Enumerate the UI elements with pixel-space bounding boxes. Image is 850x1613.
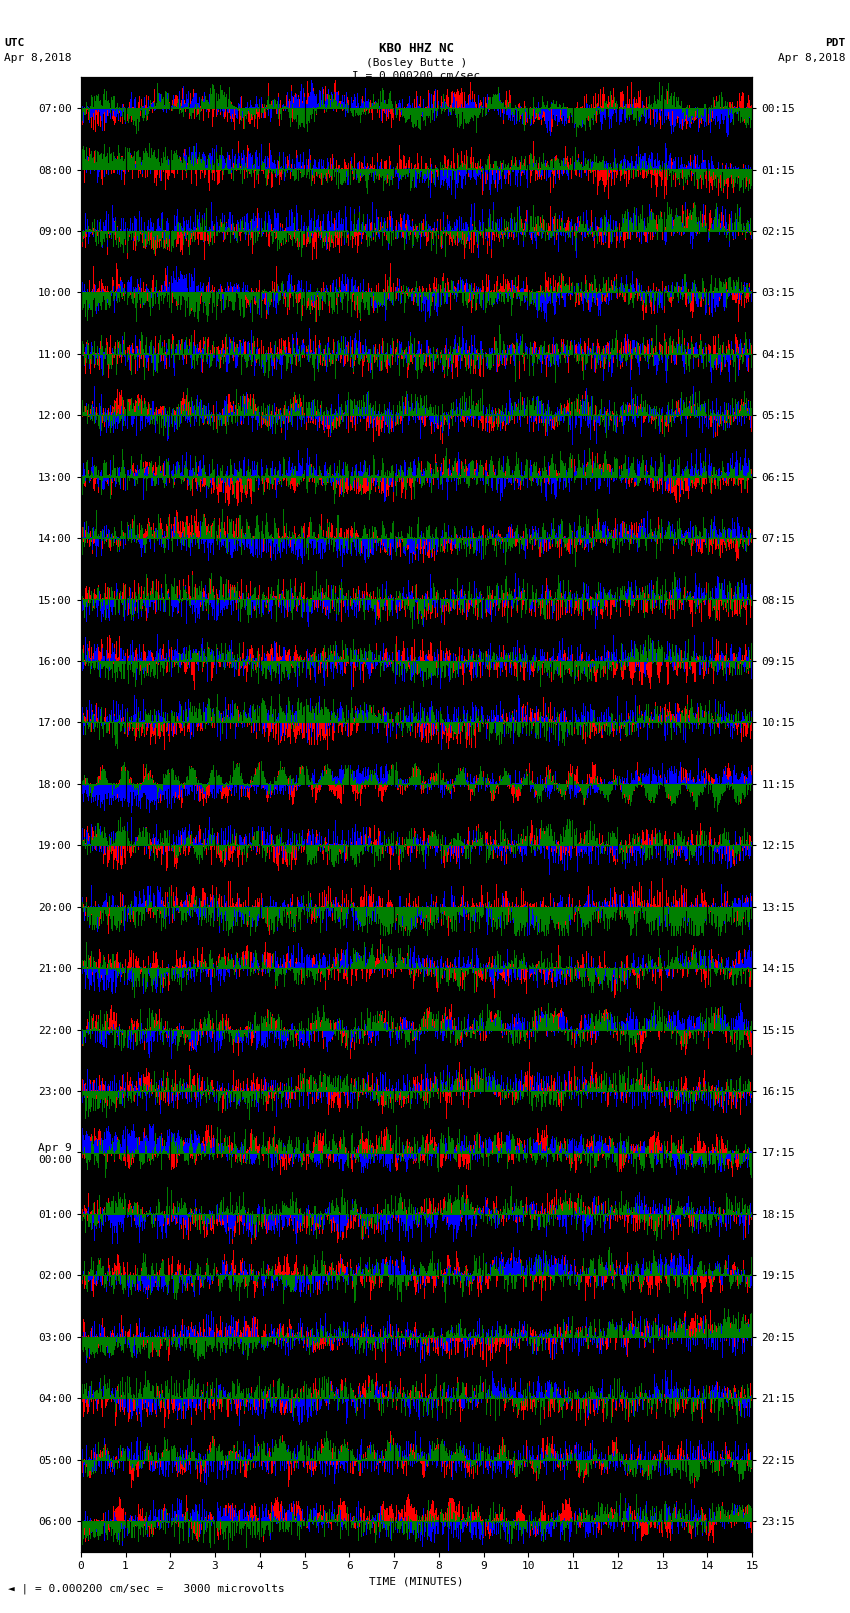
Text: KBO HHZ NC: KBO HHZ NC: [379, 42, 454, 55]
X-axis label: TIME (MINUTES): TIME (MINUTES): [369, 1578, 464, 1587]
Text: Apr 8,2018: Apr 8,2018: [779, 53, 846, 63]
Text: I = 0.000200 cm/sec: I = 0.000200 cm/sec: [353, 71, 480, 81]
Text: ◄ | = 0.000200 cm/sec =   3000 microvolts: ◄ | = 0.000200 cm/sec = 3000 microvolts: [8, 1582, 286, 1594]
Text: PDT: PDT: [825, 39, 846, 48]
Text: (Bosley Butte ): (Bosley Butte ): [366, 58, 468, 68]
Text: UTC: UTC: [4, 39, 25, 48]
Text: Apr 8,2018: Apr 8,2018: [4, 53, 71, 63]
